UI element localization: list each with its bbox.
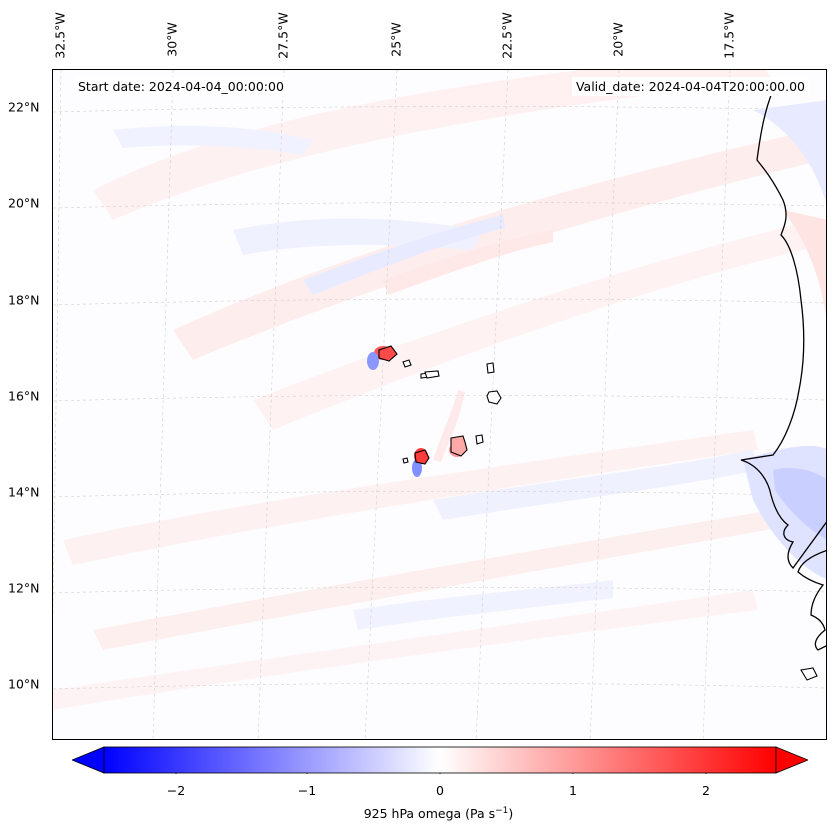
lat-label-14n: 14°N xyxy=(8,484,40,500)
omega-field xyxy=(53,70,826,739)
colorbar-max-extend xyxy=(775,746,808,774)
colorbar-tick-neg1: −1 xyxy=(297,783,317,798)
colorbar xyxy=(72,746,808,774)
coastline xyxy=(740,89,826,651)
islands xyxy=(378,345,818,681)
colorbar-title-prefix: 925 hPa omega (Pa s xyxy=(363,806,496,822)
colorbar-title-exponent: −1 xyxy=(495,806,509,816)
graticule xyxy=(53,70,826,739)
lon-label-27-5w: 27.5°W xyxy=(275,12,291,59)
lat-label-10n: 10°N xyxy=(8,676,40,692)
omega-streaks xyxy=(53,70,823,710)
lon-label-22-5w: 22.5°W xyxy=(499,12,515,59)
colorbar-tick-1: 1 xyxy=(569,783,577,798)
colorbar-tick-2: 2 xyxy=(702,783,710,798)
start-date-label: Start date: 2024-04-04_00:00:00 xyxy=(74,77,288,96)
colorbar-title: 925 hPa omega (Pa s−1) xyxy=(0,806,837,821)
colorbar-ramp xyxy=(103,746,777,774)
colorbar-tick-0: 0 xyxy=(436,783,444,798)
lat-label-12n: 12°N xyxy=(8,580,40,596)
lat-label-22n: 22°N xyxy=(8,99,40,115)
map-panel xyxy=(52,69,827,740)
lon-label-30w: 30°W xyxy=(164,22,180,57)
lon-label-32-5w: 32.5°W xyxy=(52,12,68,59)
colorbar-title-suffix: ) xyxy=(508,806,514,822)
lat-label-20n: 20°N xyxy=(8,195,40,211)
colorbar-tick-neg2: −2 xyxy=(166,783,186,798)
lat-label-16n: 16°N xyxy=(8,388,40,404)
lon-label-20w: 20°W xyxy=(610,22,626,57)
lat-label-18n: 18°N xyxy=(8,292,40,308)
coastal-ascent-region xyxy=(743,100,826,580)
valid-date-label: Valid_date: 2024-04-04T20:00:00.00 xyxy=(571,77,809,96)
lon-label-25w: 25°W xyxy=(388,22,404,57)
colorbar-min-extend xyxy=(72,746,105,774)
lon-label-17-5w: 17.5°W xyxy=(721,12,737,59)
